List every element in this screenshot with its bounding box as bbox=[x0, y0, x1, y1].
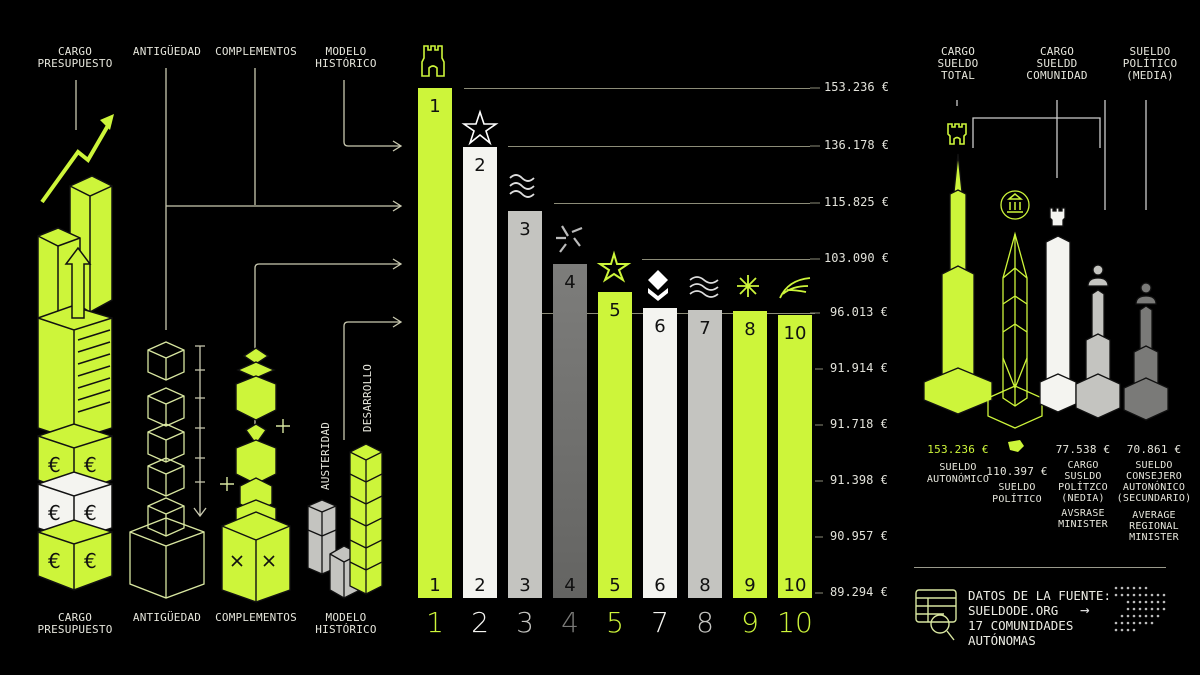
x-tick-label: 8 bbox=[696, 606, 714, 639]
svg-text:€: € bbox=[84, 453, 97, 477]
tower-label-4: SUELDO CONSEJERO AUTONÓNICO (SECUNDARIO) bbox=[1116, 460, 1192, 504]
guide-line-5 bbox=[540, 313, 815, 314]
complements-blocks-icon bbox=[221, 347, 291, 603]
wing-icon bbox=[779, 277, 811, 299]
tower-label-3: CARGO SUSLDO POLÍTZCO (NEDIA) bbox=[1058, 460, 1108, 504]
svg-text:€: € bbox=[48, 549, 61, 573]
bar-7: 7 8 bbox=[688, 310, 722, 598]
bar-8: 8 9 bbox=[733, 311, 767, 598]
header-sueldo-politico-media: SUELDO POLÍTICO (MEDIA) bbox=[1122, 45, 1178, 82]
tower-label-1: SUELDO AUTONÓMICO bbox=[926, 462, 990, 485]
label-cargo-presupuesto-bottom: CARGO PRESUPUESTO bbox=[37, 611, 113, 636]
seniority-cubes-icon bbox=[129, 341, 205, 599]
tower-sub-4: AVERAGE REGIONAL MINISTER bbox=[1129, 510, 1179, 543]
source-text: DATOS DE LA FUENTE: SUELDODE.ORG 17 COMU… bbox=[968, 588, 1111, 648]
euro-block-stack-icon bbox=[37, 175, 113, 591]
data-search-icon bbox=[915, 589, 957, 641]
tower-minister bbox=[1075, 264, 1121, 419]
y-tick-label: 103.090 € bbox=[824, 251, 890, 265]
tower-illustrations bbox=[923, 100, 1169, 452]
label-antiguedad-bottom: ANTIGÜEDAD bbox=[132, 611, 202, 624]
label-antiguedad-top: ANTIGÜEDAD bbox=[132, 45, 202, 58]
tower-politico bbox=[987, 190, 1043, 429]
guide-line-4 bbox=[642, 259, 810, 260]
y-tick-label: 96.013 € bbox=[830, 305, 888, 319]
trend-arrow-icon bbox=[40, 114, 114, 204]
asterisk-icon bbox=[737, 275, 759, 297]
label-cargo-presupuesto-top: CARGO PRESUPUESTO bbox=[37, 45, 113, 70]
dot-grid-icon bbox=[1114, 586, 1166, 632]
y-tick-label: 91.398 € bbox=[830, 473, 888, 487]
tower-value-4: 70.861 € bbox=[1126, 443, 1182, 456]
tower-value-1: 153.236 € bbox=[927, 443, 989, 456]
chevrons-icon bbox=[648, 270, 668, 301]
guide-line-3 bbox=[554, 203, 810, 204]
star-outline-icon bbox=[596, 250, 632, 283]
header-cargo-sueldo-total: CARGO SUELDO TOTAL bbox=[937, 45, 979, 82]
svg-text:€: € bbox=[48, 501, 61, 525]
pinwheel-icon bbox=[556, 225, 583, 253]
y-tick-label: 153.236 € bbox=[824, 80, 890, 94]
x-tick-label: 2 bbox=[471, 606, 489, 639]
tower-sub-3: AVSRASE MINISTER bbox=[1058, 508, 1108, 530]
tower-label-2: SUELDO POLÍTICO bbox=[992, 482, 1042, 505]
bar-icons bbox=[421, 45, 811, 301]
x-tick-label: 10 bbox=[777, 606, 813, 639]
x-tick-label: 1 bbox=[426, 606, 444, 639]
label-modelo-historico-bottom: MODELO HISTÓRICO bbox=[315, 611, 377, 636]
bar-2: 2 2 bbox=[463, 147, 497, 598]
tower-autonomico bbox=[923, 153, 993, 415]
tower-value-3: 77.538 € bbox=[1055, 443, 1111, 456]
y-tick-label: 89.294 € bbox=[830, 585, 888, 599]
bar-6: 6 6 bbox=[643, 308, 677, 598]
star-icon bbox=[461, 109, 499, 146]
x-tick-label: 7 bbox=[651, 606, 669, 639]
label-modelo-historico-top: MODELO HISTÓRICO bbox=[315, 45, 377, 70]
tower-regional-minister bbox=[1123, 282, 1169, 421]
bar-1: 1 1 bbox=[418, 88, 452, 598]
guide-line-2 bbox=[508, 146, 810, 147]
bar-9: 10 10 bbox=[778, 315, 812, 598]
castle-icon bbox=[421, 45, 445, 77]
guide-line-1 bbox=[464, 88, 810, 89]
castle-icon bbox=[947, 123, 967, 145]
spain-map-icon bbox=[1008, 440, 1024, 452]
y-tick-label: 91.914 € bbox=[830, 361, 888, 375]
label-complementos-top: COMPLEMENTOS bbox=[215, 45, 297, 58]
footer-divider bbox=[914, 567, 1166, 568]
svg-text:€: € bbox=[48, 453, 61, 477]
x-tick-label: 5 bbox=[606, 606, 624, 639]
x-tick-label: 3 bbox=[516, 606, 534, 639]
waves-double-icon bbox=[689, 276, 719, 298]
header-cargo-sueldo-comunidad: CARGO SUELDD COMUNIDAD bbox=[1026, 45, 1088, 82]
x-tick-label: 9 bbox=[741, 606, 759, 639]
waves-icon bbox=[509, 174, 535, 198]
label-complementos-bottom: COMPLEMENTOS bbox=[215, 611, 297, 624]
y-tick-label: 90.957 € bbox=[830, 529, 888, 543]
tower-value-2: 110.397 € bbox=[986, 465, 1048, 478]
arrow-right-icon: → bbox=[1080, 600, 1090, 619]
bar-5: 5 5 bbox=[598, 292, 632, 598]
x-tick-label: 4 bbox=[561, 606, 579, 639]
svg-text:€: € bbox=[84, 501, 97, 525]
historic-model-blocks-icon bbox=[307, 443, 383, 599]
y-axis-ticks bbox=[810, 87, 823, 594]
y-tick-label: 91.718 € bbox=[830, 417, 888, 431]
y-tick-label: 115.825 € bbox=[824, 195, 890, 209]
svg-text:€: € bbox=[84, 549, 97, 573]
y-tick-label: 136.178 € bbox=[824, 138, 890, 152]
bar-3: 3 3 bbox=[508, 211, 542, 598]
tower-media bbox=[1039, 207, 1077, 413]
bar-4: 4 4 bbox=[553, 264, 587, 598]
